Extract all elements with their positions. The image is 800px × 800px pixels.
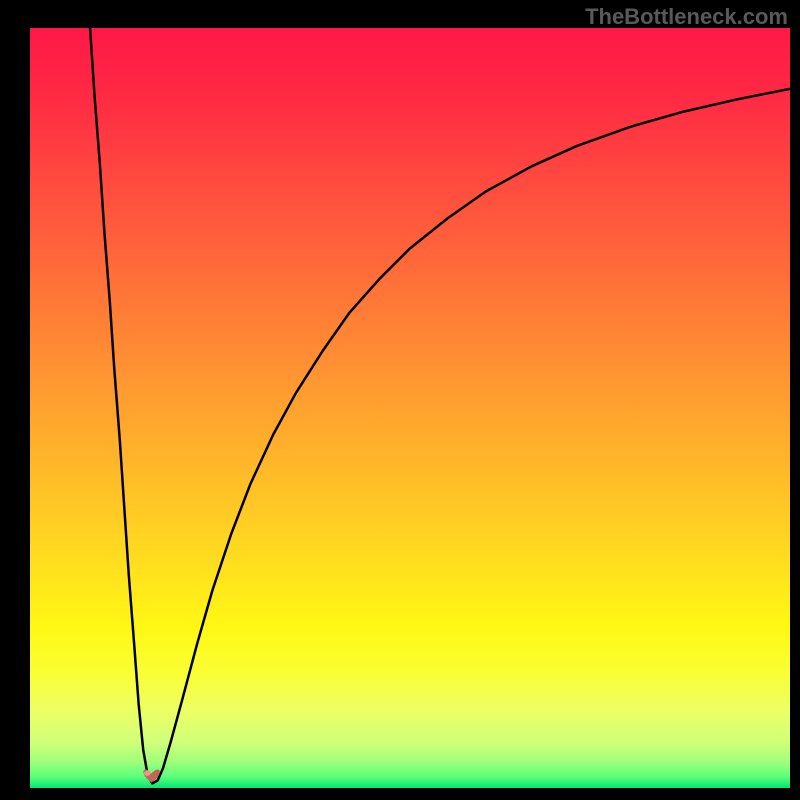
bottleneck-curve: [90, 28, 790, 783]
plot-curve-layer: [30, 28, 790, 788]
plot-area: [30, 28, 790, 788]
watermark-text: TheBottleneck.com: [585, 4, 788, 30]
